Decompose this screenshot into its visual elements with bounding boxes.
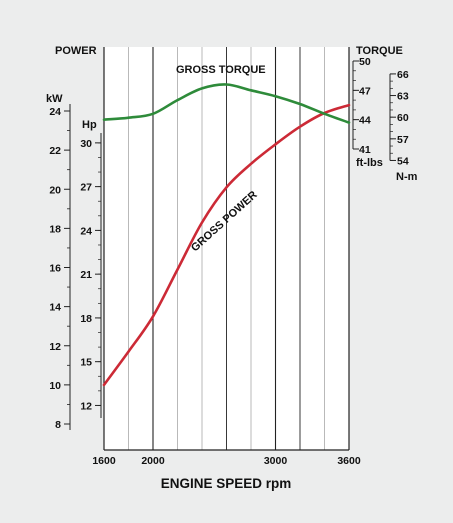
ftlbs-tick-label: 47 bbox=[359, 85, 371, 97]
power-axis-label: POWER bbox=[55, 45, 97, 57]
kw-tick-label: 20 bbox=[49, 184, 61, 196]
kw-tick-label: 10 bbox=[49, 380, 61, 392]
kw-tick-label: 12 bbox=[49, 341, 61, 353]
hp-tick-label: 15 bbox=[80, 357, 92, 369]
ftlbs-axis-label: ft-lbs bbox=[356, 157, 383, 169]
kw-tick-label: 22 bbox=[49, 145, 61, 157]
hp-axis-label: Hp bbox=[82, 119, 97, 131]
hp-tick-label: 27 bbox=[80, 182, 92, 194]
kw-tick-label: 24 bbox=[49, 106, 61, 118]
kw-axis-label: kW bbox=[46, 93, 63, 105]
x-tick-label: 3000 bbox=[264, 455, 288, 467]
ftlbs-tick-label: 44 bbox=[359, 115, 371, 127]
kw-tick-label: 16 bbox=[49, 263, 61, 275]
hp-tick-label: 24 bbox=[80, 225, 92, 237]
nm-tick-label: 54 bbox=[397, 155, 409, 167]
x-tick-label: 1600 bbox=[92, 455, 116, 467]
nm-tick-label: 60 bbox=[397, 112, 409, 124]
ftlbs-tick-label: 50 bbox=[359, 56, 371, 68]
nm-axis-label: N-m bbox=[396, 171, 418, 183]
hp-tick-label: 30 bbox=[80, 138, 92, 150]
kw-tick-label: 18 bbox=[49, 223, 61, 235]
plot-grid bbox=[104, 47, 349, 450]
ftlbs-tick-label: 41 bbox=[359, 144, 371, 156]
nm-tick-label: 66 bbox=[397, 69, 409, 81]
x-axis-title: ENGINE SPEED rpm bbox=[161, 476, 292, 491]
nm-tick-label: 57 bbox=[397, 134, 409, 146]
hp-tick-label: 18 bbox=[80, 313, 92, 325]
kw-tick-label: 14 bbox=[49, 302, 61, 314]
torque-series-label: GROSS TORQUE bbox=[176, 64, 266, 76]
hp-tick-label: 21 bbox=[80, 269, 92, 281]
hp-tick-label: 12 bbox=[80, 400, 92, 412]
nm-tick-label: 63 bbox=[397, 91, 409, 103]
kw-tick-label: 8 bbox=[55, 419, 61, 431]
x-tick-label: 2000 bbox=[141, 455, 165, 467]
x-tick-label: 3600 bbox=[337, 455, 361, 467]
